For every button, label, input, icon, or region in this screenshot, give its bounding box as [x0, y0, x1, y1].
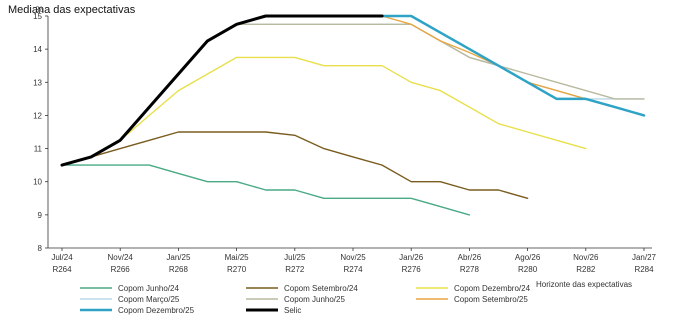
x-tick-label-meeting: R274 — [343, 265, 363, 274]
y-tick-label: 13 — [33, 78, 42, 87]
x-tick-label-meeting: R282 — [576, 265, 596, 274]
series-line-0 — [61, 164, 471, 216]
x-tick-label-meeting: R284 — [634, 265, 654, 274]
x-tick-label-month: Jan/25 — [166, 253, 191, 262]
x-tick-label-meeting: R278 — [460, 265, 480, 274]
legend-label-2: Copom Dezembro/24 — [454, 284, 531, 293]
y-tick-label: 8 — [38, 244, 43, 253]
legend-label-1: Copom Setembro/24 — [284, 284, 358, 293]
legend-label-5: Copom Setembro/25 — [454, 295, 528, 304]
x-axis-title: Horizonte das expectativas — [536, 280, 632, 289]
series-line-5 — [61, 15, 645, 166]
series-line-4 — [61, 23, 645, 166]
y-tick-label: 10 — [33, 178, 42, 187]
x-tick-label-month: Jul/24 — [51, 253, 73, 262]
x-tick-label-month: Jul/25 — [284, 253, 306, 262]
series-line-1 — [61, 131, 529, 199]
series-line-7 — [60, 14, 384, 167]
x-tick-label-meeting: R276 — [402, 265, 422, 274]
x-tick-label-month: Nov/25 — [340, 253, 366, 262]
y-axis-unit-label: % — [36, 5, 43, 14]
legend-label-7: Selic — [284, 306, 301, 315]
y-tick-label: 12 — [33, 111, 42, 120]
y-tick-label: 14 — [33, 45, 42, 54]
y-tick-label: 11 — [34, 145, 43, 154]
legend-label-0: Copom Junho/24 — [118, 284, 179, 293]
legend-label-3: Copom Março/25 — [118, 295, 180, 304]
x-tick-label-meeting: R268 — [169, 265, 189, 274]
y-tick-label: 9 — [38, 211, 43, 220]
x-tick-label-meeting: R266 — [111, 265, 131, 274]
series-line-3 — [61, 23, 645, 166]
x-tick-label-meeting: R280 — [518, 265, 538, 274]
legend-label-4: Copom Junho/25 — [284, 295, 345, 304]
x-tick-label-meeting: R270 — [227, 265, 247, 274]
chart-title: Mediana das expectativas — [8, 4, 136, 16]
x-tick-label-month: Nov/24 — [108, 253, 134, 262]
legend-label-6: Copom Dezembro/25 — [118, 306, 195, 315]
x-tick-label-month: Nov/26 — [573, 253, 599, 262]
x-tick-label-month: Jan/27 — [632, 253, 657, 262]
x-tick-label-meeting: R272 — [285, 265, 305, 274]
x-tick-label-meeting: R264 — [52, 265, 72, 274]
x-tick-label-month: Ago/26 — [515, 253, 541, 262]
y-tick-label: 15 — [33, 12, 42, 21]
x-tick-label-month: Abr/26 — [458, 253, 482, 262]
x-tick-label-month: Jan/26 — [399, 253, 424, 262]
series-line-2 — [61, 56, 587, 166]
x-tick-label-month: Mai/25 — [225, 253, 250, 262]
